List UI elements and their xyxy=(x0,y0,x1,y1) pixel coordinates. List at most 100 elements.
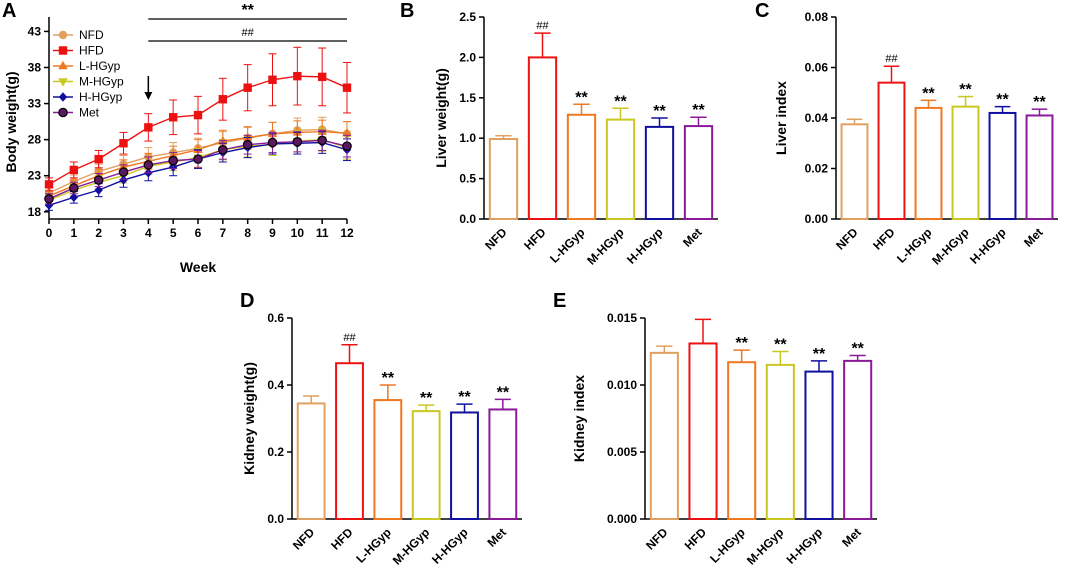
significance-label-hashes: ## xyxy=(242,27,255,39)
legend-marker xyxy=(58,92,68,102)
bar-m-hgyp xyxy=(765,363,795,520)
y-tick-label: 0.5 xyxy=(459,172,476,186)
y-tick-label: 0.06 xyxy=(805,61,829,75)
data-point xyxy=(218,144,228,155)
category-label: Met xyxy=(839,525,864,550)
significance-stars: ** xyxy=(614,93,627,110)
panel-letter-c: C xyxy=(755,0,769,22)
significance-hashes: ## xyxy=(343,332,356,344)
y-tick-label: 1.0 xyxy=(459,131,476,145)
legend-label: L-HGyp xyxy=(79,59,121,73)
data-point xyxy=(267,137,278,148)
x-tick-label: 9 xyxy=(269,226,276,240)
y-axis-title: Body weight(g) xyxy=(3,71,19,172)
x-tick-label: 2 xyxy=(95,226,102,240)
bar-nfd xyxy=(840,123,869,220)
legend-label: M-HGyp xyxy=(79,75,124,89)
legend-marker xyxy=(58,30,68,40)
y-tick-label: 18 xyxy=(28,205,42,219)
bar-met xyxy=(843,359,873,520)
legend-item-nfd: NFD xyxy=(53,28,104,42)
y-axis-title: Kidney weight(g) xyxy=(241,362,257,475)
panel-d-kidney-weight-chart: 0.0 0.2 0.4 0.6 Kidney weight(g) NFD ## HFD ** L-… xyxy=(241,311,522,568)
significance-stars: ** xyxy=(458,389,471,406)
x-tick-label: 1 xyxy=(70,226,77,240)
data-point xyxy=(93,175,104,185)
y-tick-label: 1.5 xyxy=(459,91,476,105)
category-label: L-HGyp xyxy=(707,525,748,566)
bar-met xyxy=(683,125,714,220)
category-label: H-HGyp xyxy=(784,525,825,566)
category-label: HFD xyxy=(521,225,549,253)
significance-stars: ** xyxy=(996,92,1009,109)
category-label: NFD xyxy=(833,225,861,253)
data-point xyxy=(268,75,277,84)
x-tick-label: 12 xyxy=(340,226,354,240)
x-tick-label: 6 xyxy=(195,226,202,240)
bar-hfd xyxy=(877,81,906,221)
y-tick-label: 2.0 xyxy=(459,50,476,64)
significance-stars: ** xyxy=(653,103,666,120)
bar-l-hgyp xyxy=(914,106,943,220)
data-point xyxy=(317,135,327,146)
category-label: HFD xyxy=(328,525,356,553)
bar-l-hgyp xyxy=(566,113,597,220)
bar-m-hgyp xyxy=(411,410,441,521)
category-label: M-HGyp xyxy=(744,525,786,567)
legend-item-hfd: HFD xyxy=(53,44,104,58)
significance-stars: ** xyxy=(497,384,510,401)
y-tick-label: 0.0 xyxy=(267,512,284,526)
data-point xyxy=(193,110,203,120)
legend-marker xyxy=(58,46,68,55)
significance-stars: ** xyxy=(735,335,748,352)
significance-hashes: ## xyxy=(885,53,898,65)
category-label: NFD xyxy=(482,225,510,253)
significance-stars: ** xyxy=(959,82,972,99)
significance-stars: ** xyxy=(774,337,787,354)
bar-m-hgyp xyxy=(605,118,636,220)
legend-item-h-hgyp: H-HGyp xyxy=(53,90,123,104)
data-point xyxy=(168,113,178,122)
data-point xyxy=(218,95,228,104)
significance-hashes: ## xyxy=(536,20,549,32)
y-axis-title: Liver index xyxy=(773,81,789,155)
bar-h-hgyp xyxy=(450,411,479,520)
x-tick-label: 8 xyxy=(244,226,251,240)
data-point xyxy=(243,83,252,92)
y-tick-label: 0.02 xyxy=(805,162,829,176)
bar-met xyxy=(488,408,518,520)
x-tick-label: 11 xyxy=(316,226,329,240)
category-label: NFD xyxy=(643,525,671,553)
y-tick-label: 33 xyxy=(28,97,42,111)
bar-h-hgyp xyxy=(804,370,834,520)
panel-e-kidney-index-chart: 0.000 0.005 0.010 0.015 Kidney index NFD HFD **… xyxy=(571,311,877,568)
bar-nfd xyxy=(488,138,519,220)
data-point xyxy=(94,154,103,164)
legend-marker xyxy=(58,78,68,87)
bar-m-hgyp xyxy=(951,105,980,220)
data-point xyxy=(119,175,128,185)
bar-hfd xyxy=(688,342,718,520)
significance-stars: ** xyxy=(1033,94,1046,111)
bar-hfd xyxy=(527,56,558,221)
data-point xyxy=(242,139,253,150)
category-label: L-HGyp xyxy=(894,225,935,266)
data-point xyxy=(292,137,303,147)
data-point xyxy=(317,72,327,82)
y-tick-label: 0.000 xyxy=(607,512,637,526)
category-label: Met xyxy=(1021,225,1046,250)
significance-stars: ** xyxy=(692,102,705,119)
category-label: M-HGyp xyxy=(929,225,971,267)
y-tick-label: 0.08 xyxy=(805,10,829,24)
y-tick-label: 23 xyxy=(28,169,42,183)
panel-letter-e: E xyxy=(553,290,566,312)
x-tick-label: 7 xyxy=(219,226,226,240)
y-tick-label: 38 xyxy=(28,61,42,75)
y-axis-title: Kidney index xyxy=(571,375,587,462)
x-axis-title: Week xyxy=(180,259,217,275)
legend-label: Met xyxy=(79,106,100,120)
category-label: L-HGyp xyxy=(547,225,588,266)
